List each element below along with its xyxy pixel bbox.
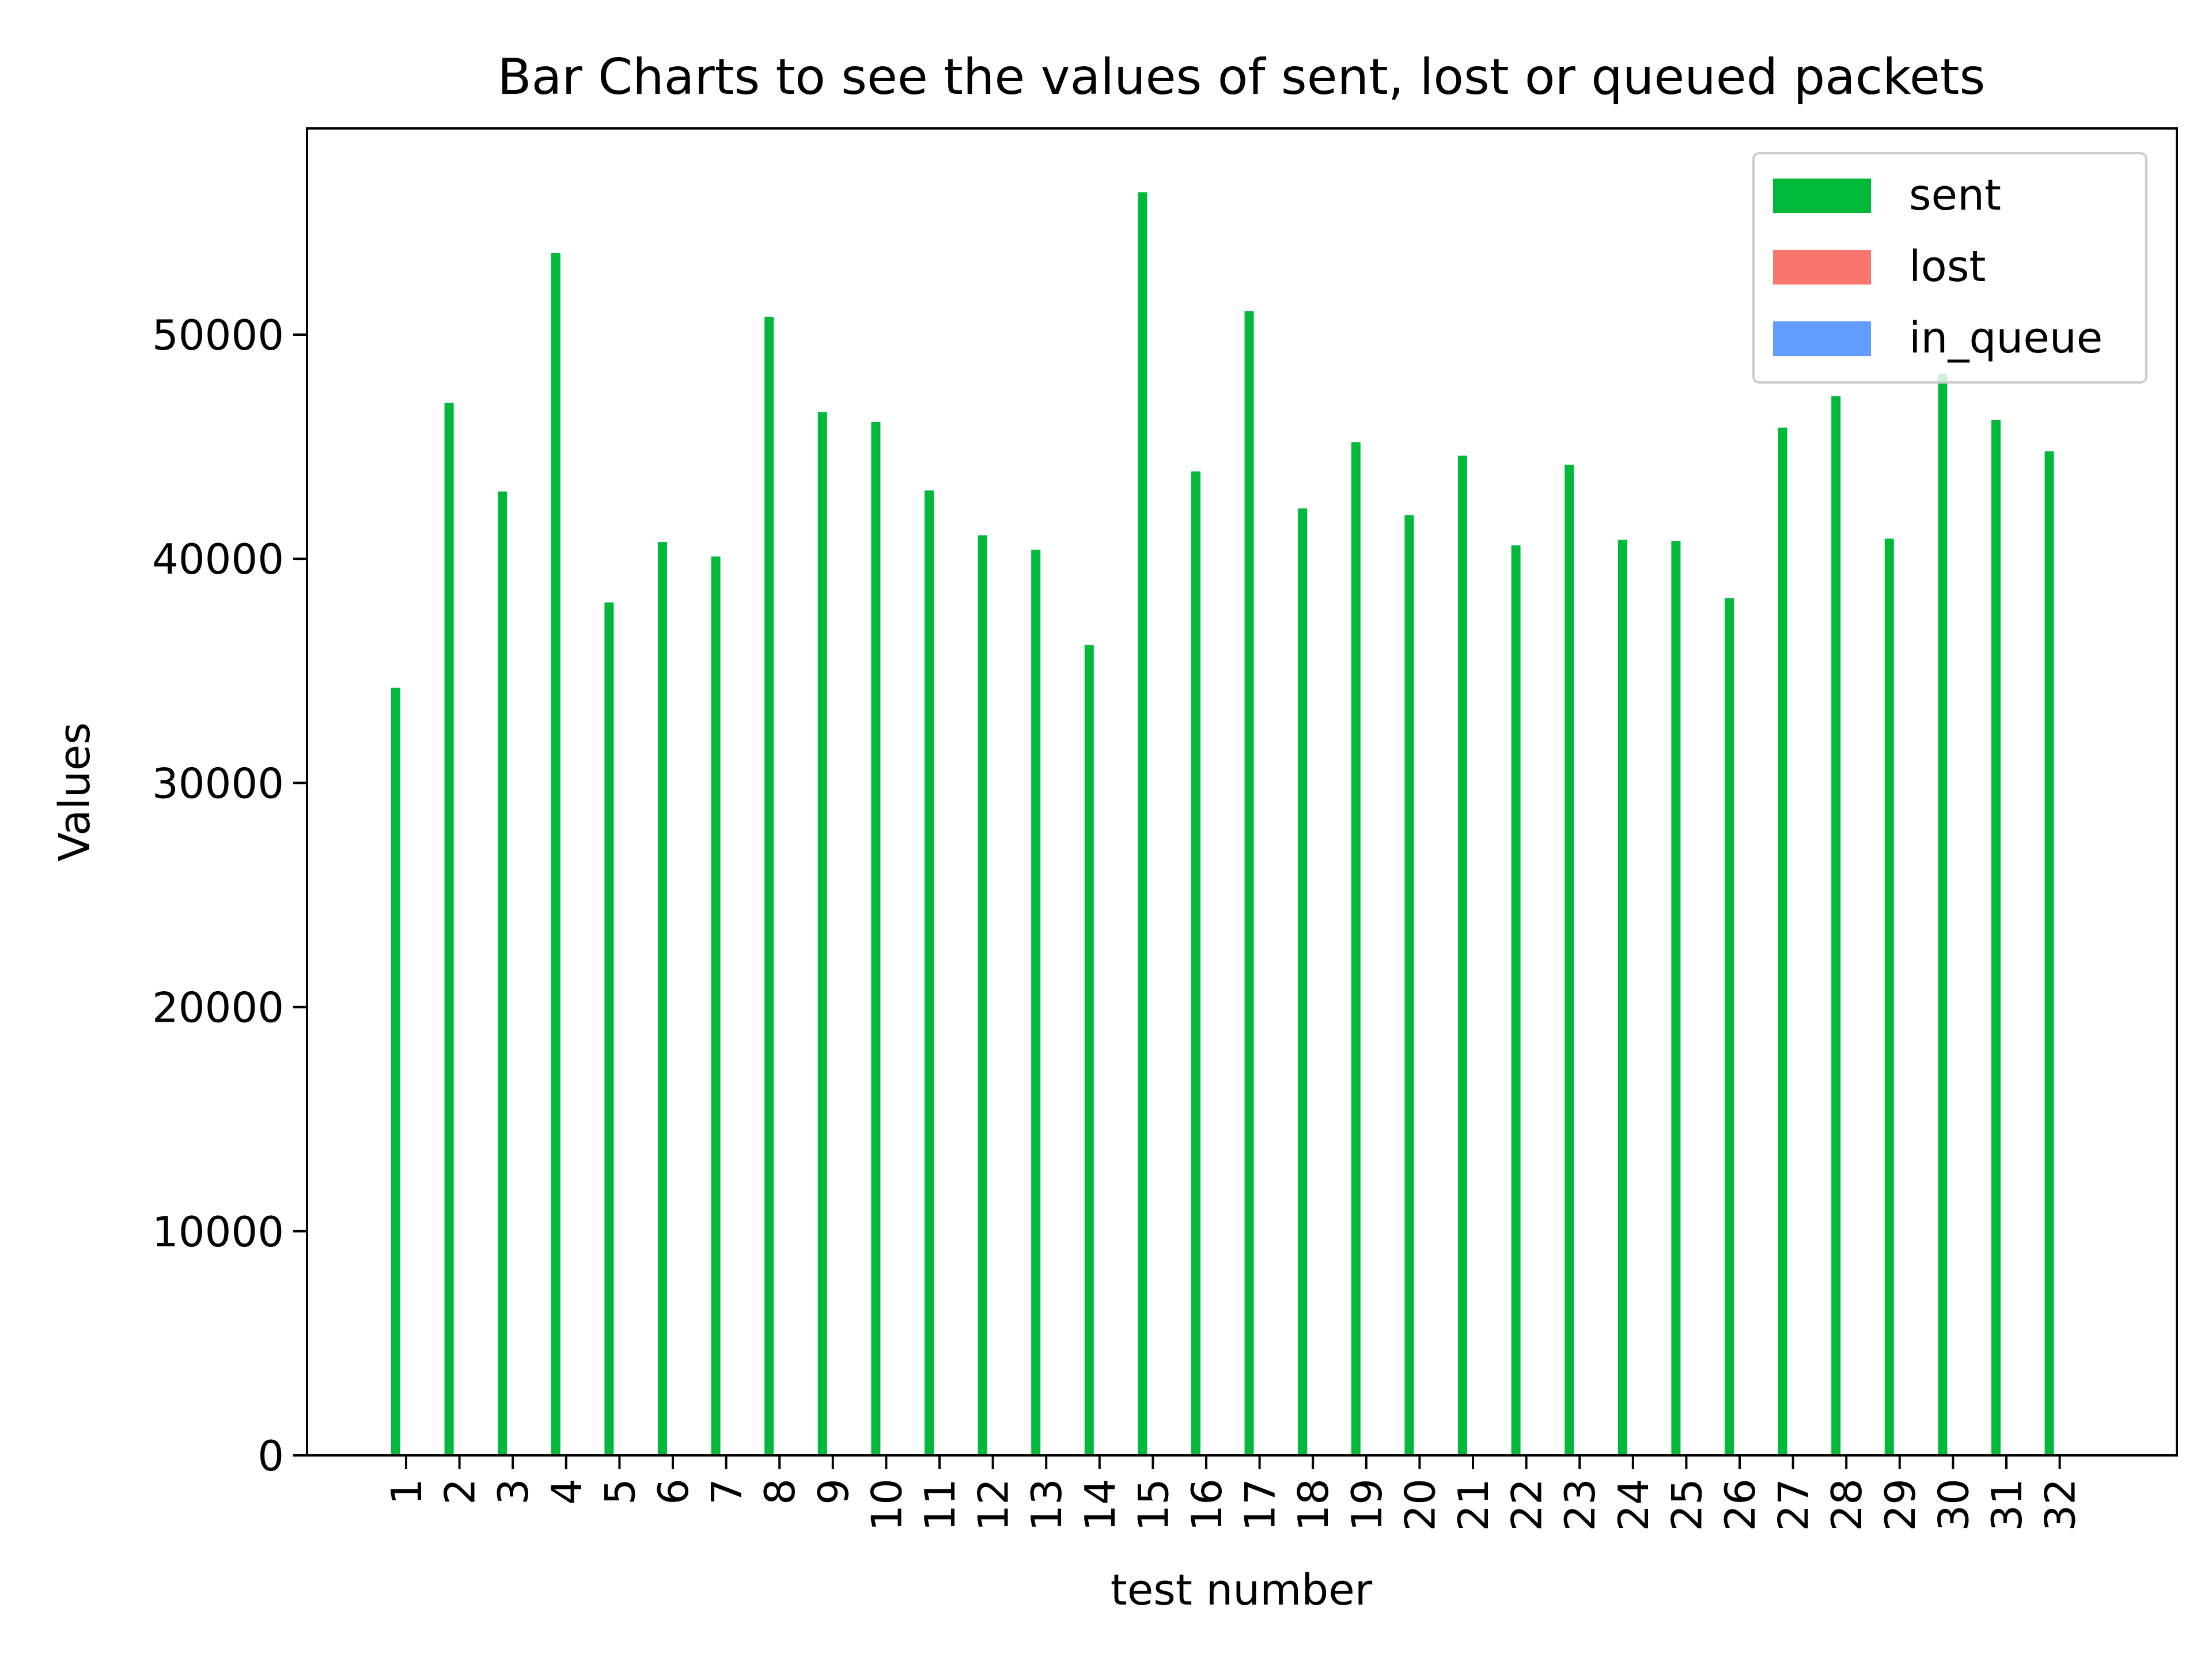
x-tick-label: 9 [809,1478,858,1505]
bar-sent-1 [391,688,400,1455]
x-tick-label: 10 [862,1478,911,1531]
bar-sent-31 [1991,419,2001,1455]
bar-sent-15 [1138,192,1147,1455]
x-tick-label: 2 [436,1478,484,1505]
x-tick-label: 4 [543,1478,591,1505]
y-tick-label: 30000 [152,759,284,807]
y-tick-label: 50000 [152,311,284,359]
bar-sent-26 [1725,598,1734,1455]
bar-sent-29 [1884,539,1894,1455]
bar-sent-22 [1511,545,1521,1456]
bars [391,192,2054,1456]
bar-sent-23 [1565,464,1574,1455]
bar-sent-8 [764,316,774,1455]
bar-sent-14 [1084,645,1094,1455]
bar-sent-5 [604,602,614,1455]
bar-sent-11 [925,490,934,1455]
bar-sent-24 [1618,540,1627,1456]
y-tick-label: 40000 [152,535,284,583]
x-tick-label: 12 [969,1478,1018,1531]
bar-sent-32 [2044,451,2054,1456]
bar-sent-25 [1671,541,1681,1455]
x-tick-label: 24 [1609,1478,1658,1531]
bar-sent-21 [1458,456,1467,1455]
x-tick-label: 3 [489,1478,537,1505]
x-tick-label: 5 [596,1478,644,1505]
bar-sent-4 [551,253,560,1455]
legend: sent lost in_queue [1752,152,2147,384]
bar-sent-3 [498,491,507,1455]
bar-sent-9 [817,412,827,1455]
y-axis: 0 10000 20000 30000 40000 50000 [152,311,307,1480]
bar-sent-12 [978,535,987,1455]
x-tick-label: 30 [1929,1478,1978,1531]
x-tick-label: 16 [1183,1478,1231,1531]
x-tick-label: 1 [382,1478,431,1505]
x-axis: 1 2 3 4 5 6 7 8 9 10 11 12 13 14 15 16 17 18 19 20 21 22 23 24 2… [382,1455,2085,1531]
y-axis-label: Values [50,722,100,862]
bar-sent-20 [1404,515,1414,1456]
x-tick-label: 18 [1289,1478,1338,1531]
legend-label-lost: lost [1909,242,1986,291]
bar-sent-30 [1938,374,1948,1456]
x-tick-label: 31 [1983,1478,2031,1531]
chart-title: Bar Charts to see the values of sent, lo… [498,48,1986,106]
x-axis-label: test number [1111,1565,1373,1615]
bar-sent-28 [1831,396,1841,1455]
x-tick-label: 23 [1556,1478,1604,1531]
bar-sent-10 [871,422,881,1455]
x-tick-label: 17 [1236,1478,1285,1531]
legend-label-sent: sent [1909,170,2001,220]
x-tick-label: 15 [1129,1478,1177,1531]
legend-swatch-lost [1773,250,1871,285]
y-tick-label: 10000 [152,1208,284,1256]
x-tick-label: 25 [1662,1478,1711,1531]
bar-sent-27 [1778,427,1787,1455]
legend-label-in_queue: in_queue [1909,313,2103,363]
x-tick-label: 28 [1823,1478,1871,1531]
y-tick-label: 20000 [152,984,284,1032]
x-tick-label: 21 [1449,1478,1498,1531]
bar-sent-2 [444,403,454,1455]
x-tick-label: 8 [756,1478,804,1505]
x-tick-label: 7 [703,1478,751,1505]
bar-sent-6 [658,542,667,1455]
bar-sent-16 [1191,471,1200,1455]
x-tick-label: 32 [2036,1478,2085,1531]
x-tick-label: 27 [1770,1478,1818,1531]
plot-frame [306,127,2178,1457]
x-tick-label: 22 [1503,1478,1551,1531]
x-tick-label: 13 [1022,1478,1071,1531]
x-tick-label: 11 [916,1478,964,1531]
x-tick-label: 19 [1343,1478,1391,1531]
bar-sent-18 [1298,508,1308,1455]
y-tick-label: 0 [257,1432,284,1480]
x-tick-label: 26 [1716,1478,1764,1531]
x-tick-label: 29 [1876,1478,1925,1531]
x-tick-label: 14 [1076,1478,1124,1531]
legend-swatch-sent [1773,179,1871,213]
bar-sent-19 [1351,442,1361,1455]
x-tick-label: 20 [1396,1478,1444,1531]
bar-sent-17 [1244,311,1254,1455]
bar-sent-13 [1031,549,1041,1455]
legend-swatch-in_queue [1773,321,1871,356]
x-tick-label: 6 [649,1478,698,1505]
bar-sent-7 [711,556,721,1456]
